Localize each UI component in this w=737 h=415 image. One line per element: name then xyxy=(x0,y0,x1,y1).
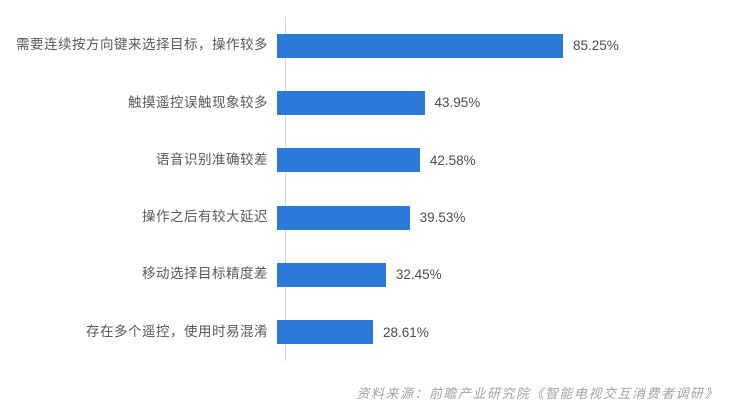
value-label: 39.53% xyxy=(419,210,466,226)
bar xyxy=(277,320,373,345)
category-label: 触摸遥控误触现象较多 xyxy=(128,94,268,110)
bar-cell: 43.95% xyxy=(277,74,737,131)
bar-cell: 32.45% xyxy=(277,246,737,303)
bar-cell: 42.58% xyxy=(277,132,737,189)
chart-rows: 需要连续按方向键来选择目标，操作较多 85.25% 触摸遥控误触现象较多 43.… xyxy=(0,17,737,361)
value-label: 32.45% xyxy=(395,267,442,283)
source-note: 资料来源：前瞻产业研究院《智能电视交互消费者调研》 xyxy=(356,386,719,401)
bar xyxy=(277,262,386,287)
bar-row: 操作之后有较大延迟 39.53% xyxy=(0,189,737,246)
category-label: 移动选择目标精度差 xyxy=(142,266,268,282)
category-label: 操作之后有较大延迟 xyxy=(142,209,268,225)
value-label: 85.25% xyxy=(573,38,619,54)
value-label: 43.95% xyxy=(434,95,481,111)
bar xyxy=(277,205,410,230)
bar-row: 存在多个遥控，使用时易混淆 28.61% xyxy=(0,303,737,360)
y-axis-line xyxy=(285,17,286,361)
category-label: 存在多个遥控，使用时易混淆 xyxy=(86,323,268,339)
bar-row: 语音识别准确较差 42.58% xyxy=(0,132,737,189)
value-label: 42.58% xyxy=(429,152,476,168)
bar-row: 需要连续按方向键来选择目标，操作较多 85.25% xyxy=(0,17,737,74)
bar xyxy=(277,148,420,173)
category-label: 语音识别准确较差 xyxy=(156,151,268,167)
category-label: 需要连续按方向键来选择目标，操作较多 xyxy=(16,37,268,53)
bar xyxy=(277,90,425,115)
bar xyxy=(277,33,563,58)
bar-row: 触摸遥控误触现象较多 43.95% xyxy=(0,74,737,131)
value-label: 28.61% xyxy=(383,324,429,340)
bar-row: 移动选择目标精度差 32.45% xyxy=(0,246,737,303)
chart-plot-area: 需要连续按方向键来选择目标，操作较多 85.25% 触摸遥控误触现象较多 43.… xyxy=(0,17,737,361)
bar-cell: 28.61% xyxy=(277,303,737,360)
bar-cell: 85.25% xyxy=(277,17,737,74)
bar-cell: 39.53% xyxy=(277,189,737,246)
